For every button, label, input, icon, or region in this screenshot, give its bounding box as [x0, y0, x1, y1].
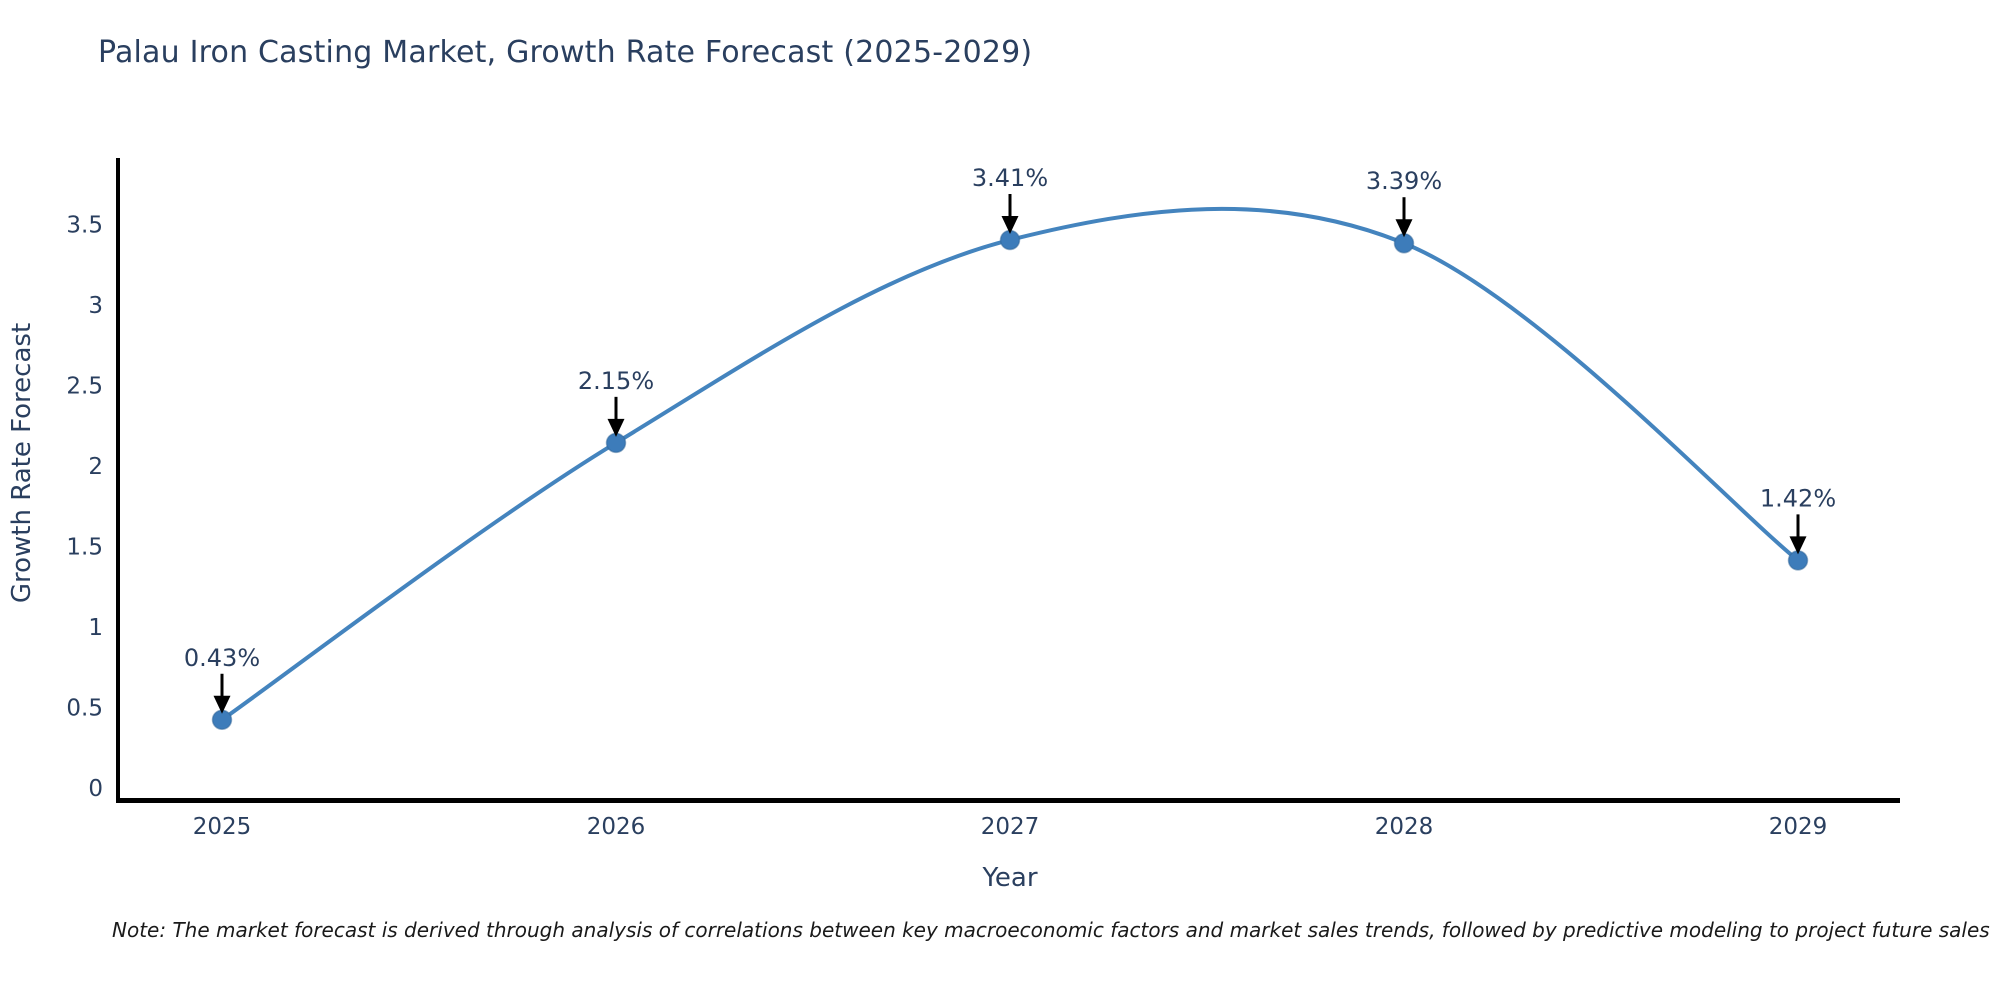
annotation-arrowhead: [1395, 219, 1413, 238]
x-axis-title: Year: [981, 863, 1037, 893]
chart-title: Palau Iron Casting Market, Growth Rate F…: [98, 35, 1033, 70]
x-tick-label: 2026: [587, 814, 646, 840]
plot-area: 0 0.5 1 1.5 2 2.5 3 3.5 2025 2026 2027 2028 2029 0.43…: [66, 164, 1836, 840]
y-tick-label: 2: [88, 454, 103, 480]
y-tick-label: 3.5: [66, 213, 103, 239]
x-tick-label: 2025: [193, 814, 252, 840]
annotation-arrowhead: [1789, 536, 1807, 555]
annotation-label: 3.39%: [1366, 167, 1442, 195]
x-tick-label: 2028: [1375, 814, 1434, 840]
annotation-label: 0.43%: [184, 644, 260, 672]
annotation-label: 3.41%: [972, 164, 1048, 192]
y-tick-label: 0: [88, 776, 103, 802]
y-tick-label: 1.5: [66, 535, 103, 561]
y-tick-label: 1: [88, 615, 103, 641]
annotation-label: 1.42%: [1760, 484, 1836, 512]
annotation-arrowhead: [607, 418, 625, 437]
y-tick-label: 0.5: [66, 696, 103, 722]
x-tick-label: 2027: [981, 814, 1040, 840]
y-tick-label: 2.5: [66, 374, 103, 400]
annotation-arrowhead: [1001, 215, 1019, 234]
y-axis-title: Growth Rate Forecast: [7, 323, 37, 603]
y-tick-label: 3: [88, 293, 103, 319]
y-axis-line: [116, 158, 120, 802]
annotation-arrowhead: [213, 695, 231, 714]
footnote: Note: The market forecast is derived thr…: [112, 918, 1990, 942]
trend-line: [220, 206, 1800, 722]
annotation-label: 2.15%: [578, 367, 654, 395]
x-axis-line: [116, 798, 1900, 803]
x-tick-label: 2029: [1769, 814, 1828, 840]
